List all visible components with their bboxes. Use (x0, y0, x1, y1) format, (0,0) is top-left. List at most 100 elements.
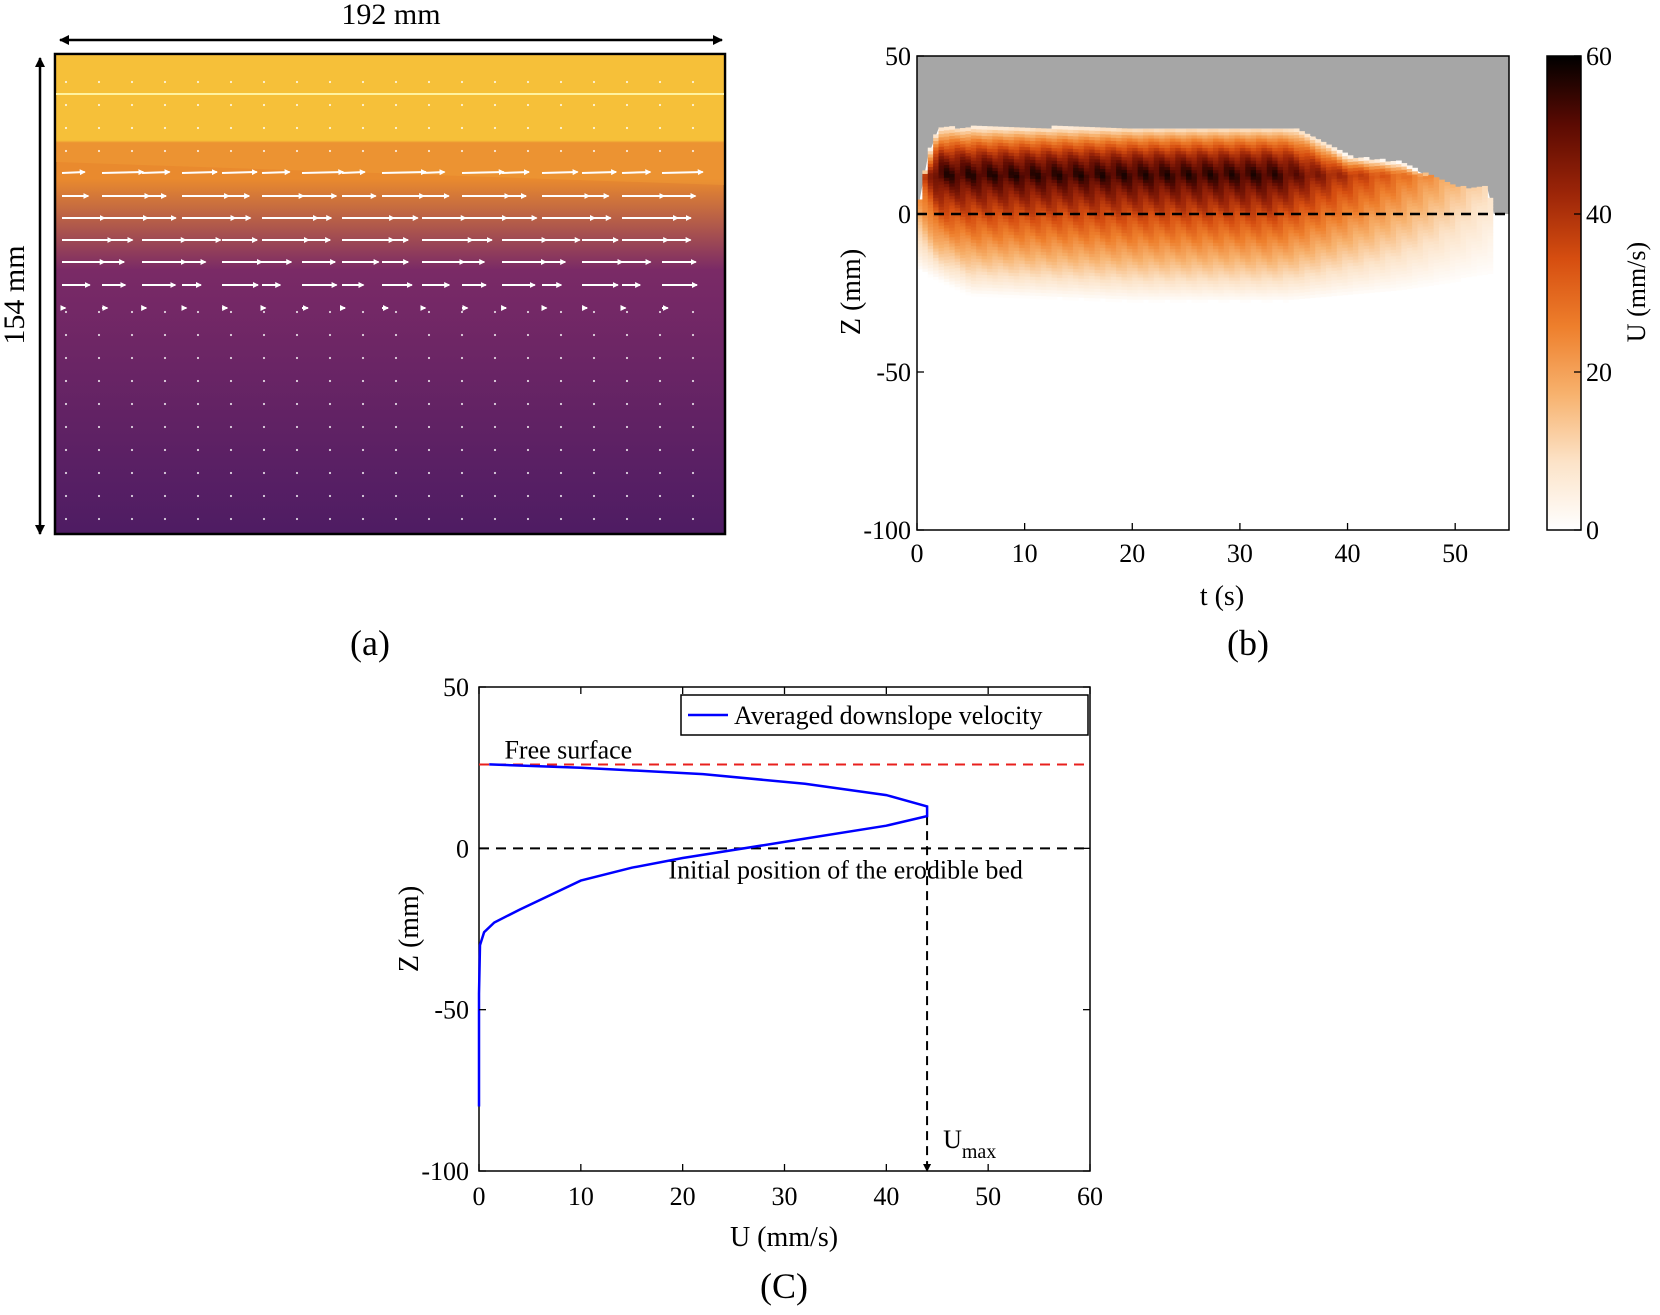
heatmap-cell (1202, 135, 1209, 139)
heatmap-cell (1239, 179, 1246, 183)
heatmap-cell (1073, 139, 1079, 143)
heatmap-cell (1132, 182, 1139, 186)
heatmap-cell (970, 293, 977, 297)
heatmap-cell (997, 189, 1004, 194)
heatmap-cell (1143, 232, 1149, 237)
heatmap-cell (1062, 239, 1069, 244)
heatmap-cell (976, 214, 982, 218)
heatmap-cell (1363, 185, 1370, 190)
heatmap-cell (1331, 292, 1338, 297)
heatmap-cell (1374, 282, 1381, 287)
heatmap-cell (970, 239, 977, 243)
heatmap-cell (1094, 174, 1101, 179)
heatmap-cell (1030, 172, 1036, 176)
heatmap-cell (1094, 149, 1101, 153)
heatmap-cell (1132, 131, 1139, 136)
grid-dot (526, 494, 530, 498)
heatmap-cell (1202, 255, 1209, 259)
heatmap-cell (1213, 150, 1219, 155)
heatmap-cell (933, 257, 939, 262)
heatmap-cell (1266, 135, 1273, 139)
heatmap-cell (1250, 277, 1257, 281)
heatmap-cell (1013, 241, 1020, 245)
heatmap-cell (1186, 198, 1192, 202)
heatmap-cell (1169, 289, 1176, 294)
heatmap-cell (1132, 248, 1139, 253)
heatmap-cell (1110, 153, 1117, 157)
heatmap-cell (1363, 188, 1370, 193)
heatmap-cell (965, 143, 972, 147)
heatmap-cell (1056, 226, 1063, 231)
heatmap-cell (1143, 264, 1149, 269)
heatmap-cell (927, 204, 934, 209)
heatmap-cell (949, 233, 956, 238)
heatmap-cell (1229, 255, 1235, 259)
grid-dot (691, 310, 695, 314)
heatmap-cell (1315, 259, 1322, 263)
heatmap-cell (1083, 221, 1090, 226)
heatmap-cell (1003, 288, 1009, 292)
heatmap-cell (1186, 201, 1192, 205)
heatmap-cell (1121, 267, 1128, 271)
heatmap-cell (1035, 216, 1042, 221)
heatmap-cell (1304, 285, 1311, 290)
heatmap-cell (1159, 293, 1165, 297)
heatmap-cell (997, 259, 1004, 263)
heatmap-cell (1137, 188, 1144, 193)
heatmap-cell (1056, 144, 1063, 149)
heatmap-cell (1358, 258, 1365, 263)
heatmap-cell (1293, 289, 1300, 294)
heatmap-cell (1164, 270, 1171, 275)
heatmap-cell (1385, 180, 1391, 184)
heatmap-cell (1250, 179, 1257, 183)
heatmap-cell (1180, 214, 1187, 218)
heatmap-cell (1250, 201, 1257, 205)
heatmap-cell (1024, 130, 1031, 135)
heatmap-cell (1229, 293, 1235, 297)
heatmap-cell (1159, 239, 1165, 243)
heatmap-cell (1094, 231, 1101, 236)
heatmap-cell (1261, 223, 1268, 228)
heatmap-cell (970, 188, 977, 193)
heatmap-cell (1336, 172, 1343, 176)
heatmap-cell (1369, 222, 1375, 227)
heatmap-cell (1186, 188, 1192, 193)
heatmap-cell (938, 152, 945, 157)
grid-dot (130, 448, 134, 452)
heatmap-cell (922, 183, 929, 187)
heatmap-cell (1245, 166, 1252, 171)
heatmap-cell (1272, 163, 1278, 167)
heatmap-cell (1019, 143, 1026, 147)
heatmap-cell (1116, 128, 1122, 132)
heatmap-cell (938, 250, 945, 255)
heatmap-cell (1121, 182, 1128, 186)
heatmap-cell (938, 140, 945, 144)
heatmap-cell (1256, 289, 1262, 294)
heatmap-cell (1331, 286, 1338, 290)
heatmap-cell (1030, 140, 1036, 145)
grid-dot (493, 103, 497, 107)
heatmap-cell (917, 231, 923, 235)
heatmap-cell (1056, 151, 1063, 155)
heatmap-cell (922, 189, 929, 193)
heatmap-cell (1056, 277, 1063, 282)
heatmap-cell (1256, 198, 1262, 202)
heatmap-cell (949, 239, 956, 244)
heatmap-cell (1094, 278, 1101, 283)
heatmap-cell (1030, 184, 1036, 189)
grid-dot (427, 356, 431, 360)
heatmap-cell (1126, 245, 1133, 250)
heatmap-cell (1326, 261, 1332, 266)
heatmap-cell (1089, 228, 1095, 232)
heatmap-cell (949, 141, 956, 146)
heatmap-cell (1299, 159, 1305, 164)
heatmap-cell (933, 134, 939, 138)
heatmap-cell (1288, 169, 1295, 174)
heatmap-cell (1083, 291, 1090, 295)
heatmap-cell (1143, 258, 1149, 262)
heatmap-cell (1250, 223, 1257, 228)
heatmap-cell (1175, 141, 1182, 145)
heatmap-cell (1137, 296, 1144, 300)
heatmap-cell (976, 236, 982, 240)
